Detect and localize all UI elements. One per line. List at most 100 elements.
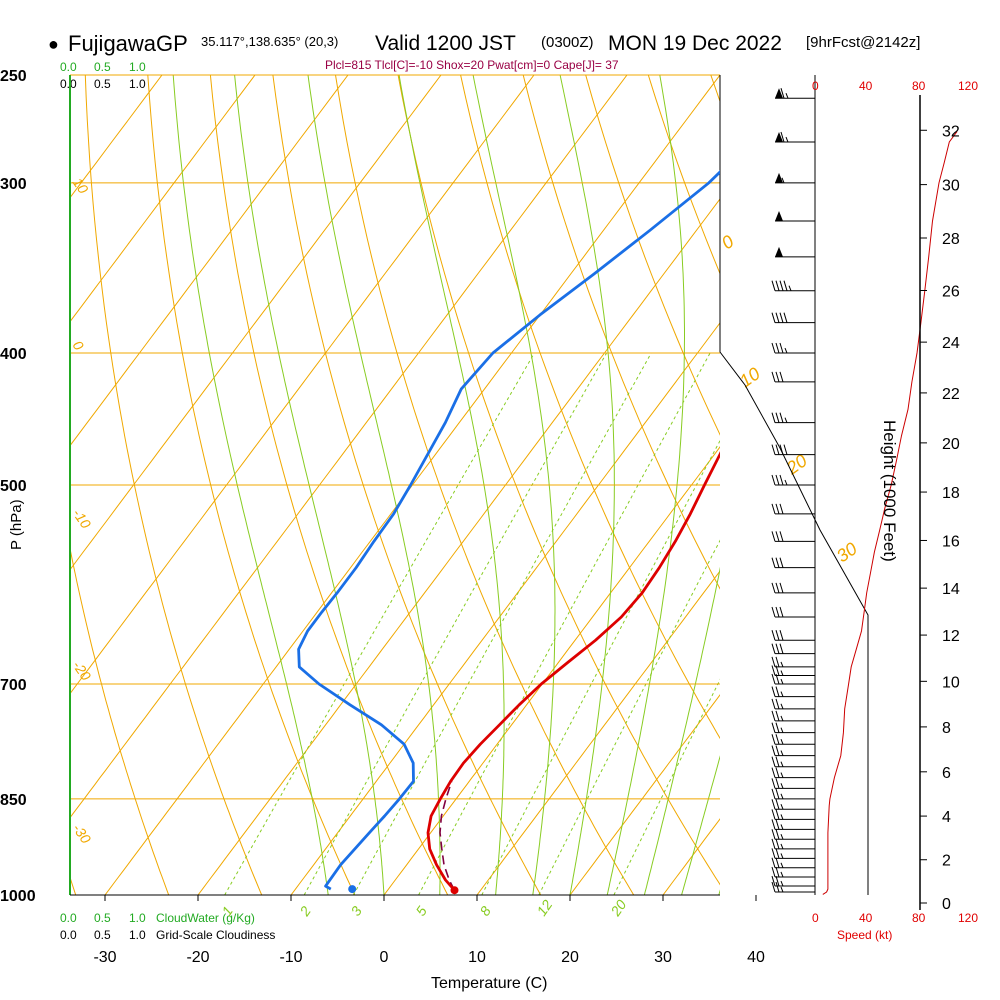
wind-barb-feather	[775, 710, 780, 722]
wind-barb-feather	[779, 630, 784, 641]
wind-barb	[775, 131, 815, 143]
sounding-traces	[297, 170, 720, 895]
wind-barb-half-feather	[780, 843, 784, 850]
dry-adiabat-line	[397, 75, 720, 886]
height-tick-label: 30	[942, 178, 960, 195]
wind-barb-feather	[771, 412, 776, 423]
temperature-tick-label: 10	[468, 949, 486, 966]
wind-barbs	[771, 75, 816, 895]
wind-barb-half-feather	[780, 772, 784, 778]
mixing-ratio-line	[352, 352, 652, 895]
height-tick-label: 0	[942, 896, 951, 913]
wind-barb	[771, 722, 815, 734]
mixing-ratio-line	[613, 678, 720, 895]
dry-adiabat-label: 0	[70, 338, 88, 354]
isotherm-line	[70, 75, 628, 819]
utc-time: (0300Z)	[541, 34, 594, 51]
wind-barb-feather	[771, 503, 776, 515]
wind-barb	[771, 444, 815, 456]
wind-barb-feather	[771, 280, 776, 291]
wind-barb-feather	[779, 606, 784, 618]
cloud-scale-bottom: 0.0 0.5 1.0 CloudWater (g/Kg) 0.0 0.5 1.…	[60, 911, 275, 942]
wind-barb-feather	[771, 756, 776, 767]
wind-barb-feather	[779, 474, 784, 486]
wind-barb-flag	[775, 246, 783, 257]
height-tick-label: 10	[942, 674, 960, 691]
wind-barb-feather	[771, 698, 776, 709]
moist-adiabat-line	[643, 566, 720, 895]
dry-adiabat-line	[70, 546, 170, 895]
dry-adiabat-line	[272, 75, 542, 895]
wind-barb-half-feather	[780, 761, 784, 767]
wind-barb-feather	[771, 722, 776, 733]
cloud-cover-label: Grid-Scale Cloudiness	[156, 928, 275, 942]
wind-barb	[771, 474, 815, 486]
wind-barb-feather	[780, 88, 785, 99]
height-tick-label: 16	[942, 533, 960, 550]
dry-adiabat-line	[84, 75, 263, 895]
wind-barb-feather	[771, 838, 776, 850]
wind-barb-flag	[775, 88, 783, 99]
wind-barb-feather	[775, 531, 780, 542]
cloud-cover-tick: 0.0	[60, 77, 77, 91]
cloud-water-tick: 1.0	[129, 60, 146, 74]
speed-tick: 80	[912, 911, 926, 925]
wind-barb	[771, 881, 815, 893]
isotherm-line	[70, 75, 535, 695]
height-tick-label: 4	[942, 809, 951, 826]
moist-adiabat-line	[234, 75, 385, 895]
wind-barb-feather	[771, 788, 776, 800]
wind-barb-feather	[771, 875, 776, 887]
wind-barb-half-feather	[780, 793, 784, 800]
pressure-tick-label: 300	[0, 176, 27, 193]
temperature-tick-label: -20	[186, 949, 209, 966]
dry-adiabat-line	[522, 75, 720, 590]
wind-barb-feather	[775, 412, 780, 423]
wind-barb	[771, 756, 815, 768]
mixing-ratio-label: 3	[347, 903, 365, 919]
wind-barb	[771, 312, 815, 324]
moist-adiabat-line	[559, 75, 615, 895]
wind-barb-feather	[771, 371, 776, 383]
speed-axis-label: Speed (kt)	[837, 928, 892, 942]
wind-barb	[771, 503, 815, 515]
wind-barb	[771, 698, 815, 710]
wind-barb-feather	[771, 710, 776, 722]
cloud-cover-tick: 0.0	[60, 928, 77, 942]
wind-barb-feather	[775, 698, 780, 709]
wind-barb-feather	[771, 557, 776, 568]
moist-adiabat-label: 30	[833, 538, 861, 566]
temperature-tick-label: 30	[654, 949, 672, 966]
wind-barb-feather	[775, 630, 780, 641]
dry-adiabat-line	[460, 75, 720, 740]
wind-barb-feather	[771, 342, 776, 354]
pressure-tick-label: 700	[0, 677, 27, 694]
cloud-cover-tick: 0.5	[94, 928, 111, 942]
dry-adiabat-line	[209, 75, 449, 895]
wind-barb	[771, 838, 815, 850]
wind-barb-feather	[775, 829, 780, 840]
height-tick-label: 18	[942, 485, 960, 502]
dry-adiabat-line	[147, 75, 356, 895]
mixing-ratio-line	[418, 352, 711, 895]
wind-barb	[775, 246, 815, 258]
wind-barb	[771, 734, 815, 745]
wind-barb-feather	[775, 809, 780, 820]
wind-barb-feather	[775, 557, 780, 568]
dry-adiabat-line	[836, 75, 1000, 895]
wind-barb	[775, 88, 815, 99]
wind-barb-feather	[771, 673, 776, 685]
wind-barb-feather	[775, 503, 780, 515]
mixing-ratio-line	[538, 539, 720, 895]
moist-adiabat-label: 10	[736, 363, 764, 391]
pressure-tick-label: 400	[0, 346, 27, 363]
moist-adiabat-line	[172, 75, 329, 895]
wind-barb-feather	[771, 665, 776, 676]
isotherm-line	[569, 694, 720, 895]
mixing-ratio-label: 12	[533, 897, 555, 919]
wind-barb-feather	[775, 673, 780, 685]
wind-barb	[771, 665, 815, 677]
wind-barb-feather	[771, 606, 776, 618]
wind-barb	[771, 606, 815, 618]
